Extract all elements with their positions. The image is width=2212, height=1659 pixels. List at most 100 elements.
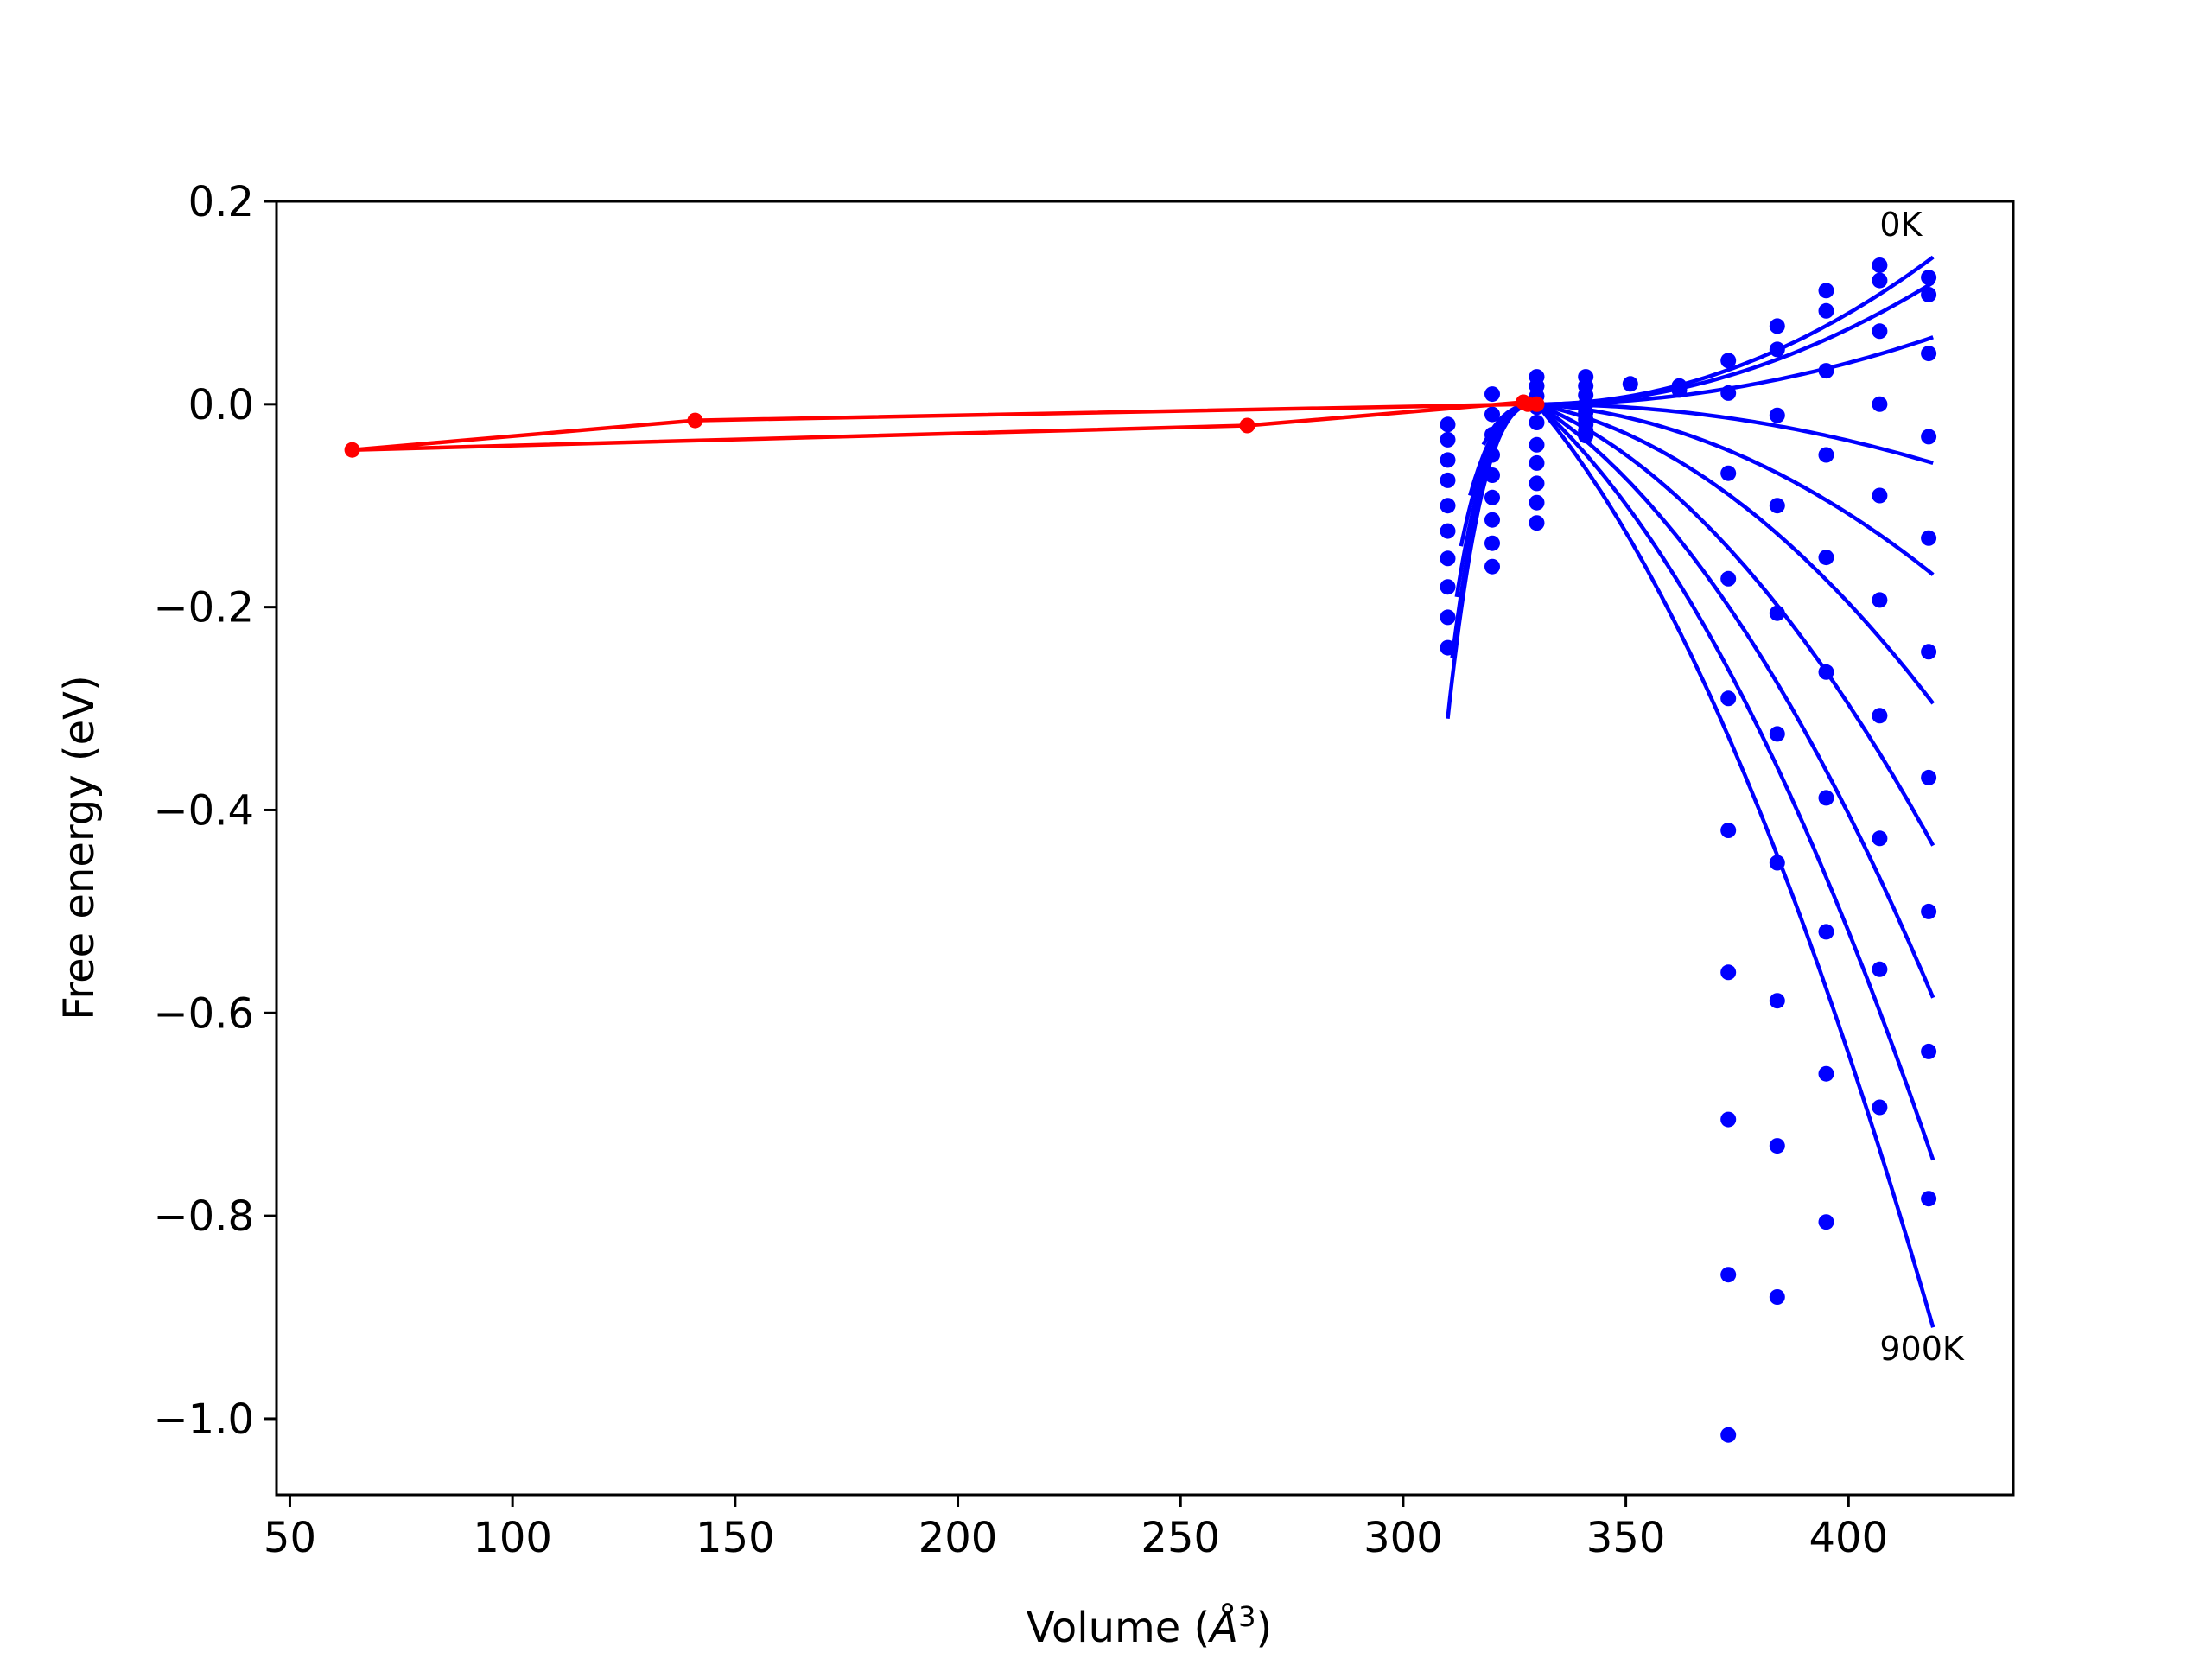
data-point [1671,382,1688,398]
x-tick-label: 50 [264,1514,316,1562]
data-point [1921,903,1937,919]
data-point [1484,558,1500,575]
y-tick-label: 0.2 [188,178,254,226]
x-tick-label: 200 [918,1514,998,1562]
x-tick-label: 150 [696,1514,775,1562]
y-tick-label: −1.0 [153,1395,254,1444]
fit-curve-8 [1535,403,1936,1161]
data-point [1818,302,1834,319]
x-axis-ticks: 50 100 150 200 250 300 350 400 [264,1495,1888,1562]
data-point [1872,396,1888,412]
data-point [1818,1214,1834,1230]
data-point [1440,639,1456,656]
min-path-point [1520,396,1536,412]
y-tick-label: −0.8 [153,1192,254,1241]
data-point [1921,346,1937,362]
data-point [1720,353,1737,369]
data-point [1484,512,1500,528]
data-point [1818,447,1834,463]
data-point [1872,961,1888,977]
data-point [1440,498,1456,514]
data-point [1484,447,1500,463]
data-point [1818,1065,1834,1082]
data-point [1529,436,1545,453]
data-point [1818,283,1834,299]
data-point [1921,644,1937,660]
x-tick-label: 100 [473,1514,552,1562]
plot-area [344,255,1937,1443]
data-point [1720,1111,1737,1128]
y-tick-label: −0.4 [153,786,254,835]
data-point [1769,855,1785,871]
data-point [1818,924,1834,940]
x-tick-label: 300 [1363,1514,1443,1562]
data-points [1440,257,1937,1443]
min-path-point [1239,417,1255,434]
data-point [1529,475,1545,492]
data-point [1872,323,1888,340]
data-point [1484,489,1500,505]
data-point [1872,708,1888,724]
data-point [1720,465,1737,481]
y-tick-label: 0.0 [188,381,254,429]
data-point [1921,1043,1937,1059]
data-point [1440,579,1456,595]
data-point [1769,726,1785,742]
data-point [1529,415,1545,430]
fit-curves [1535,255,1936,1328]
data-point [1872,272,1888,289]
fit-curve-9 [1535,403,1936,1328]
y-axis-ticks: 0.2 0.0 −0.2 −0.4 −0.6 −0.8 −1.0 [153,178,276,1444]
fit-curve-3 [1536,402,1934,466]
data-point [1818,790,1834,806]
data-point [1769,993,1785,1009]
data-point [1440,472,1456,488]
data-point [1921,287,1937,302]
curve-annotation: 900K [1879,1330,1965,1368]
data-point [1769,498,1785,514]
data-point [1921,270,1937,286]
data-point [1440,523,1456,539]
data-point [1921,1191,1937,1207]
data-point [1872,487,1888,504]
data-point [1872,1099,1888,1116]
data-point [1529,494,1545,511]
x-tick-label: 250 [1141,1514,1220,1562]
data-point [1921,429,1937,445]
data-point [1872,592,1888,608]
x-axis-label: Volume (Å3) [1027,1600,1272,1652]
x-tick-label: 400 [1808,1514,1888,1562]
y-tick-label: −0.2 [153,584,254,632]
data-point [1818,664,1834,680]
y-axis-label: Free energy (eV) [55,675,104,1020]
fit-curve-7 [1535,402,1936,999]
fit-curve-2 [1536,335,1934,407]
data-point [1921,769,1937,785]
data-point [1440,550,1456,567]
data-point [1720,570,1737,587]
data-point [1622,376,1638,392]
data-point [1720,964,1737,981]
data-point [1818,363,1834,379]
fit-curve-5 [1536,402,1935,705]
data-point [1872,257,1888,273]
data-point [1529,515,1545,531]
data-point [1720,823,1737,838]
data-point [1769,318,1785,334]
data-point [1484,535,1500,551]
min-path-series [344,394,1545,458]
data-point [1440,609,1456,626]
data-point [1440,431,1456,448]
data-point [1769,341,1785,358]
plot-frame [275,200,2015,1497]
data-point [1769,1289,1785,1305]
x-tick-label: 350 [1586,1514,1666,1562]
data-point [1484,467,1500,483]
data-point [1720,690,1737,707]
data-point [1440,416,1456,433]
fit-curve-4 [1536,402,1935,576]
curve-annotation: 0K [1879,206,1923,244]
data-point [1818,550,1834,566]
